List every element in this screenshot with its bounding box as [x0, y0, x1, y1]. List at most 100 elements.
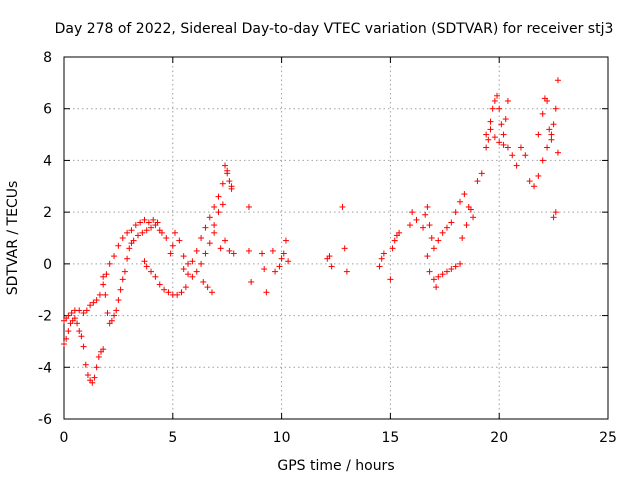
data-point: [93, 297, 100, 304]
data-point: [204, 284, 211, 291]
data-point: [491, 97, 498, 104]
data-point: [226, 247, 233, 254]
data-point: [457, 198, 464, 205]
data-point: [65, 328, 72, 335]
data-point: [226, 178, 233, 185]
data-point: [121, 268, 128, 275]
data-point: [128, 227, 135, 234]
data-point: [95, 353, 102, 360]
data-point: [219, 201, 226, 208]
data-point: [500, 141, 507, 148]
data-point: [278, 255, 285, 262]
data-point: [103, 271, 110, 278]
data-points: [61, 77, 561, 386]
data-point: [245, 247, 252, 254]
data-point: [156, 227, 163, 234]
data-point: [206, 214, 213, 221]
data-point: [215, 209, 222, 216]
data-point: [504, 97, 511, 104]
data-point: [552, 209, 559, 216]
data-point: [439, 271, 446, 278]
y-tick-label: -4: [38, 360, 52, 376]
data-point: [217, 245, 224, 252]
data-point: [100, 281, 107, 288]
data-point: [82, 361, 89, 368]
data-point: [428, 235, 435, 241]
data-point: [467, 206, 474, 213]
data-point: [90, 299, 97, 306]
data-point: [169, 242, 176, 249]
x-tick-label: 20: [490, 430, 508, 446]
data-point: [130, 237, 137, 244]
data-point: [245, 203, 252, 210]
data-point: [148, 268, 155, 275]
data-point: [163, 235, 170, 241]
data-point: [443, 268, 450, 275]
axis-ticks: 0 5 10 15 20 25 -6 -4 -2 0 2 4 6 8: [38, 50, 617, 446]
data-point: [443, 224, 450, 231]
data-point: [470, 214, 477, 221]
data-point: [193, 247, 200, 254]
data-point: [544, 97, 551, 104]
data-point: [141, 216, 148, 223]
data-point: [215, 193, 222, 200]
data-point: [87, 302, 94, 309]
y-tick-label: 0: [43, 257, 52, 273]
data-point: [61, 341, 67, 348]
data-point: [496, 105, 503, 112]
data-point: [74, 320, 81, 327]
data-point: [339, 203, 346, 210]
data-point: [111, 253, 118, 260]
data-point: [422, 211, 429, 218]
data-point: [548, 136, 555, 143]
data-point: [143, 227, 150, 234]
data-point: [100, 346, 107, 353]
data-point: [457, 260, 464, 267]
data-point: [200, 278, 207, 285]
data-point: [202, 224, 209, 231]
data-point: [485, 136, 492, 143]
data-point: [463, 222, 470, 229]
data-point: [156, 281, 163, 288]
data-point: [539, 110, 546, 117]
data-point: [134, 232, 141, 239]
data-point: [326, 253, 333, 260]
y-tick-label: 8: [43, 50, 52, 66]
data-point: [145, 219, 152, 226]
data-point: [148, 224, 155, 231]
data-point: [328, 263, 335, 270]
data-point: [152, 222, 159, 229]
y-axis-label: SDTVAR / TECUs: [5, 181, 21, 296]
data-point: [228, 185, 235, 192]
data-point: [193, 268, 200, 275]
data-point: [224, 167, 231, 174]
chart-title: Day 278 of 2022, Sidereal Day-to-day VTE…: [55, 21, 614, 37]
data-point: [104, 309, 111, 316]
data-point: [185, 271, 192, 278]
data-point: [132, 222, 139, 229]
data-point: [259, 250, 266, 257]
data-point: [100, 273, 107, 280]
data-point: [435, 237, 442, 244]
data-point: [176, 237, 183, 244]
data-point: [378, 255, 385, 262]
data-point: [222, 237, 229, 244]
x-axis-label: GPS time / hours: [277, 458, 394, 474]
data-point: [165, 289, 172, 296]
data-point: [211, 203, 218, 210]
data-point: [272, 268, 279, 275]
data-point: [182, 284, 189, 291]
data-point: [96, 291, 103, 298]
data-point: [143, 263, 150, 270]
data-point: [509, 152, 516, 159]
data-point: [230, 250, 237, 257]
data-point: [137, 219, 144, 226]
data-point: [219, 180, 226, 187]
data-point: [487, 126, 494, 133]
data-point: [448, 266, 455, 273]
data-point: [119, 276, 126, 283]
data-point: [198, 260, 205, 267]
x-tick-label: 15: [381, 430, 399, 446]
data-point: [189, 258, 196, 265]
data-point: [535, 172, 542, 179]
